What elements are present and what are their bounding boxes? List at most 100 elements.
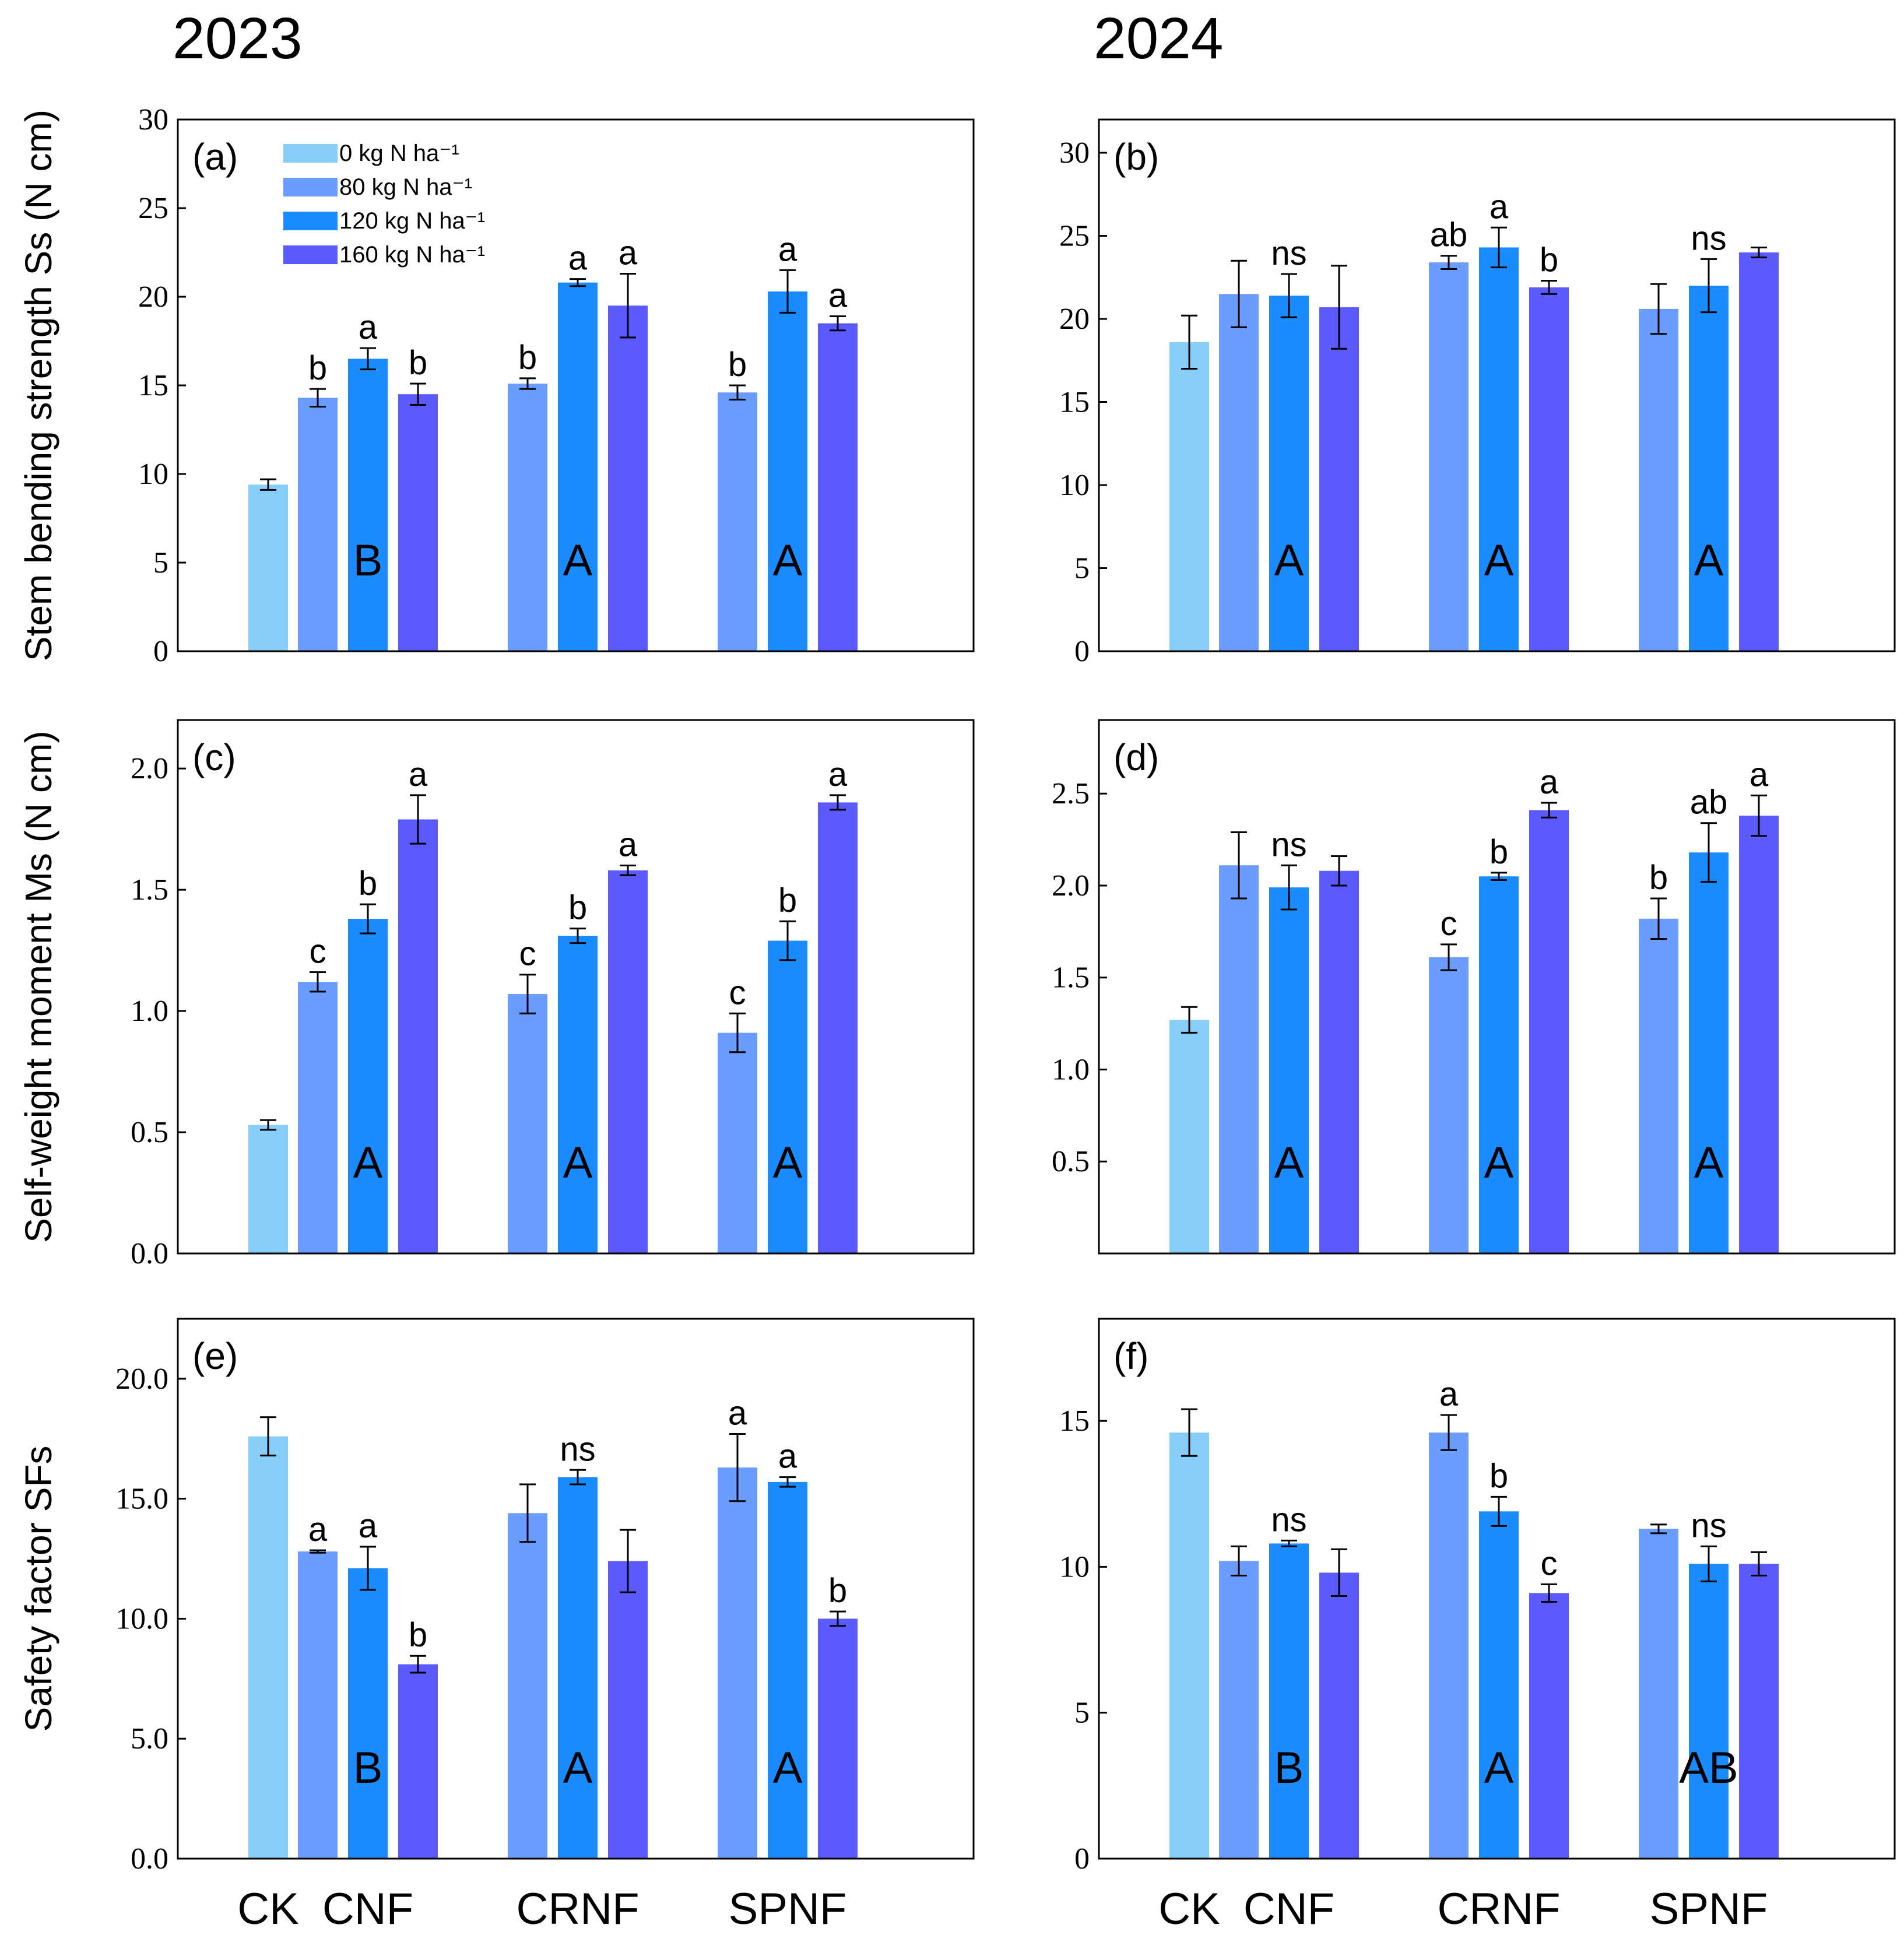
bar-crnf-n80 [508,993,547,1253]
significance-letter: ns [1271,234,1306,272]
significance-letter: b [568,889,587,927]
legend-swatch [283,245,338,264]
bar-cnf-n80 [1219,1561,1259,1859]
group-letter: A [1484,536,1514,585]
bar-cnf-n120 [348,919,388,1253]
bar-spnf-n160 [1739,816,1779,1253]
bar-spnf-n120 [768,940,807,1253]
y-tick-label: 20 [138,280,168,314]
y-tick-label: 0 [153,635,168,668]
y-tick-label: 30 [138,103,168,136]
group-letter: A [563,1743,593,1793]
significance-letter: a [1540,763,1559,801]
y-tick-label: 0.0 [131,1842,168,1876]
bar-spnf-n160 [818,323,858,651]
bar-crnf-n80 [508,1513,547,1859]
legend-swatch [283,144,338,163]
legend-swatch [283,212,338,230]
y-tick-label: 10.0 [115,1602,168,1635]
bar-spnf-n160 [1739,252,1779,651]
group-letter: B [353,1743,383,1793]
x-category-label: CNF [1243,1884,1334,1934]
bar-cnf-n120 [1269,1543,1309,1859]
bar-cnf-n80 [298,982,338,1253]
bar-spnf-n120 [1689,852,1729,1253]
y-tick-label: 15 [1059,386,1090,419]
significance-letter: a [308,1511,328,1548]
bar-crnf-n120 [558,936,598,1253]
y-tick-label: 5 [153,546,168,580]
group-letter: A [1484,1138,1514,1188]
y-tick-label: 25 [138,192,168,225]
y-tick-label: 0 [1074,1842,1090,1876]
panel-label: (a) [192,136,238,178]
panel-label: (d) [1113,736,1159,778]
bar-spnf-n80 [718,1033,757,1253]
y-tick-label: 2.0 [131,752,168,785]
significance-letter: ns [1691,1506,1726,1544]
y-tick-label: 0.5 [131,1116,168,1149]
significance-letter: ab [1690,784,1728,821]
plot-frame [1098,118,1896,652]
significance-letter: b [728,346,747,384]
group-letter: A [1274,1138,1304,1188]
significance-letter: ns [560,1430,595,1468]
significance-letter: a [619,234,638,272]
plot-frame [177,719,975,1255]
significance-letter: a [828,756,848,793]
group-letter: A [773,536,803,585]
year-title-2024: 2024 [1094,6,1223,71]
significance-letter: b [518,339,537,377]
bar-crnf-n120 [558,282,598,651]
bar-spnf-n80 [1639,918,1678,1253]
significance-letter: b [1649,859,1668,897]
significance-letter: a [359,1507,378,1545]
bar-cnf-n80 [298,1551,338,1859]
bar-crnf-n80 [1429,1432,1469,1859]
y-tick-label: 0.5 [1052,1145,1090,1178]
bar-crnf-n160 [1529,287,1569,652]
group-letter: A [1694,536,1724,585]
significance-letter: b [1540,241,1558,279]
plot-frame [177,1318,975,1860]
bar-spnf-n80 [718,1467,757,1859]
bar-ck [1169,1020,1209,1253]
y-tick-label: 2.5 [1052,777,1090,810]
y-tick-label: 10 [1059,1550,1090,1583]
legend-label: 120 kg N ha⁻¹ [339,208,485,234]
y-axis-label: Self-weight moment Ms (N cm) [17,731,59,1242]
bar-cnf-n120 [348,1568,388,1859]
legend-label: 80 kg N ha⁻¹ [339,174,472,200]
year-title-2023: 2023 [173,6,302,71]
legend: 0 kg N ha⁻¹ 80 kg N ha⁻¹ 120 kg N ha⁻¹ 160 … [283,141,485,268]
bar-cnf-n160 [1319,1572,1359,1859]
y-tick-label: 10 [138,458,168,491]
bar-crnf-n160 [608,1561,648,1859]
bar-ck [248,484,288,651]
bar-spnf-n120 [1689,286,1729,651]
y-tick-label: 5 [1074,1697,1090,1730]
bar-cnf-n160 [398,819,438,1253]
group-letter: A [1484,1743,1514,1793]
bar-spnf-n120 [768,1481,807,1859]
bar-crnf-n160 [1529,810,1569,1253]
y-tick-label: 20.0 [115,1362,168,1396]
bar-crnf-n160 [1529,1593,1569,1859]
bar-crnf-n80 [508,383,547,651]
bar-crnf-n120 [558,1477,598,1859]
bar-spnf-n120 [768,291,807,651]
y-tick-label: 5.0 [131,1722,168,1755]
y-tick-label: 1.0 [131,995,168,1028]
significance-letter: b [778,882,797,919]
y-tick-label: 1.5 [131,873,168,907]
panel-label: (b) [1113,136,1159,178]
bar-cnf-n160 [398,394,438,651]
y-tick-label: 15 [138,369,168,402]
significance-letter: b [409,344,427,382]
group-letter: B [1274,1743,1304,1793]
bar-cnf-n160 [398,1664,438,1859]
bar-cnf-n120 [348,359,388,651]
significance-letter: a [778,1438,798,1476]
significance-letter: b [1490,1457,1508,1495]
panel-label: (c) [192,736,236,778]
